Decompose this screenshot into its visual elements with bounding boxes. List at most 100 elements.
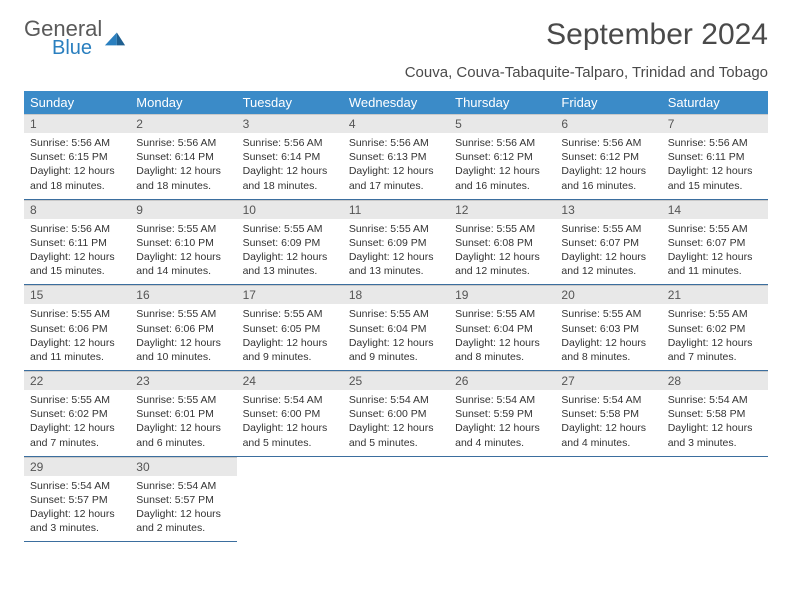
calendar-cell: 27Sunrise: 5:54 AMSunset: 5:58 PMDayligh…	[555, 371, 661, 457]
day-number: 12	[449, 200, 555, 219]
calendar-cell: 25Sunrise: 5:54 AMSunset: 6:00 PMDayligh…	[343, 371, 449, 457]
calendar-cell: 21Sunrise: 5:55 AMSunset: 6:02 PMDayligh…	[662, 285, 768, 371]
calendar-cell: 30Sunrise: 5:54 AMSunset: 5:57 PMDayligh…	[130, 456, 236, 542]
day-number: 4	[343, 114, 449, 133]
day-content: Sunrise: 5:56 AMSunset: 6:14 PMDaylight:…	[130, 133, 236, 199]
day-number: 20	[555, 285, 661, 304]
calendar-cell: 7Sunrise: 5:56 AMSunset: 6:11 PMDaylight…	[662, 114, 768, 199]
page-title: September 2024	[546, 18, 768, 52]
calendar-cell: 22Sunrise: 5:55 AMSunset: 6:02 PMDayligh…	[24, 371, 130, 457]
day-content: Sunrise: 5:55 AMSunset: 6:03 PMDaylight:…	[555, 304, 661, 370]
calendar-cell: 1Sunrise: 5:56 AMSunset: 6:15 PMDaylight…	[24, 114, 130, 199]
day-content: Sunrise: 5:55 AMSunset: 6:07 PMDaylight:…	[555, 219, 661, 285]
day-number: 23	[130, 371, 236, 390]
day-content: Sunrise: 5:54 AMSunset: 5:58 PMDaylight:…	[555, 390, 661, 456]
day-number: 17	[237, 285, 343, 304]
location-subtitle: Couva, Couva-Tabaquite-Talparo, Trinidad…	[24, 64, 768, 81]
day-number: 1	[24, 114, 130, 133]
day-content: Sunrise: 5:55 AMSunset: 6:01 PMDaylight:…	[130, 390, 236, 456]
day-content: Sunrise: 5:54 AMSunset: 5:59 PMDaylight:…	[449, 390, 555, 456]
calendar-cell: 14Sunrise: 5:55 AMSunset: 6:07 PMDayligh…	[662, 199, 768, 285]
day-number: 5	[449, 114, 555, 133]
calendar-cell: 19Sunrise: 5:55 AMSunset: 6:04 PMDayligh…	[449, 285, 555, 371]
calendar-cell: 17Sunrise: 5:55 AMSunset: 6:05 PMDayligh…	[237, 285, 343, 371]
calendar-cell: 15Sunrise: 5:55 AMSunset: 6:06 PMDayligh…	[24, 285, 130, 371]
logo-triangle-icon	[104, 29, 126, 47]
day-number: 11	[343, 200, 449, 219]
calendar-cell: 2Sunrise: 5:56 AMSunset: 6:14 PMDaylight…	[130, 114, 236, 199]
day-content: Sunrise: 5:55 AMSunset: 6:04 PMDaylight:…	[449, 304, 555, 370]
day-number: 8	[24, 200, 130, 219]
calendar-cell	[449, 456, 555, 542]
calendar-cell: 26Sunrise: 5:54 AMSunset: 5:59 PMDayligh…	[449, 371, 555, 457]
day-number: 13	[555, 200, 661, 219]
day-number: 10	[237, 200, 343, 219]
day-content: Sunrise: 5:54 AMSunset: 5:57 PMDaylight:…	[130, 476, 236, 542]
weekday-header: Wednesday	[343, 91, 449, 114]
day-content: Sunrise: 5:56 AMSunset: 6:13 PMDaylight:…	[343, 133, 449, 199]
weekday-header: Friday	[555, 91, 661, 114]
calendar-cell	[343, 456, 449, 542]
day-number: 15	[24, 285, 130, 304]
day-content: Sunrise: 5:55 AMSunset: 6:09 PMDaylight:…	[343, 219, 449, 285]
day-number: 14	[662, 200, 768, 219]
day-content: Sunrise: 5:56 AMSunset: 6:12 PMDaylight:…	[555, 133, 661, 199]
day-number: 22	[24, 371, 130, 390]
logo: General Blue	[24, 18, 126, 58]
day-content: Sunrise: 5:54 AMSunset: 5:57 PMDaylight:…	[24, 476, 130, 542]
calendar-cell: 5Sunrise: 5:56 AMSunset: 6:12 PMDaylight…	[449, 114, 555, 199]
day-content: Sunrise: 5:54 AMSunset: 5:58 PMDaylight:…	[662, 390, 768, 456]
calendar-cell: 11Sunrise: 5:55 AMSunset: 6:09 PMDayligh…	[343, 199, 449, 285]
day-number: 29	[24, 457, 130, 476]
day-number: 24	[237, 371, 343, 390]
day-content: Sunrise: 5:56 AMSunset: 6:15 PMDaylight:…	[24, 133, 130, 199]
calendar-cell: 23Sunrise: 5:55 AMSunset: 6:01 PMDayligh…	[130, 371, 236, 457]
calendar-cell: 8Sunrise: 5:56 AMSunset: 6:11 PMDaylight…	[24, 199, 130, 285]
calendar-cell: 9Sunrise: 5:55 AMSunset: 6:10 PMDaylight…	[130, 199, 236, 285]
calendar-cell: 6Sunrise: 5:56 AMSunset: 6:12 PMDaylight…	[555, 114, 661, 199]
day-content: Sunrise: 5:55 AMSunset: 6:08 PMDaylight:…	[449, 219, 555, 285]
calendar-cell	[555, 456, 661, 542]
day-number: 3	[237, 114, 343, 133]
day-content: Sunrise: 5:54 AMSunset: 6:00 PMDaylight:…	[237, 390, 343, 456]
weekday-header: Tuesday	[237, 91, 343, 114]
day-number: 19	[449, 285, 555, 304]
day-content: Sunrise: 5:55 AMSunset: 6:10 PMDaylight:…	[130, 219, 236, 285]
day-number: 27	[555, 371, 661, 390]
calendar-cell: 16Sunrise: 5:55 AMSunset: 6:06 PMDayligh…	[130, 285, 236, 371]
day-content: Sunrise: 5:55 AMSunset: 6:09 PMDaylight:…	[237, 219, 343, 285]
day-number: 21	[662, 285, 768, 304]
day-number: 7	[662, 114, 768, 133]
calendar-cell: 13Sunrise: 5:55 AMSunset: 6:07 PMDayligh…	[555, 199, 661, 285]
logo-line2: Blue	[52, 38, 102, 58]
calendar-table: SundayMondayTuesdayWednesdayThursdayFrid…	[24, 91, 768, 542]
weekday-header: Thursday	[449, 91, 555, 114]
calendar-cell	[237, 456, 343, 542]
day-number: 26	[449, 371, 555, 390]
day-content: Sunrise: 5:55 AMSunset: 6:06 PMDaylight:…	[24, 304, 130, 370]
calendar-cell: 3Sunrise: 5:56 AMSunset: 6:14 PMDaylight…	[237, 114, 343, 199]
weekday-header: Sunday	[24, 91, 130, 114]
day-content: Sunrise: 5:54 AMSunset: 6:00 PMDaylight:…	[343, 390, 449, 456]
calendar-cell: 10Sunrise: 5:55 AMSunset: 6:09 PMDayligh…	[237, 199, 343, 285]
calendar-cell: 18Sunrise: 5:55 AMSunset: 6:04 PMDayligh…	[343, 285, 449, 371]
day-content: Sunrise: 5:55 AMSunset: 6:04 PMDaylight:…	[343, 304, 449, 370]
day-content: Sunrise: 5:55 AMSunset: 6:02 PMDaylight:…	[662, 304, 768, 370]
calendar-cell: 4Sunrise: 5:56 AMSunset: 6:13 PMDaylight…	[343, 114, 449, 199]
day-content: Sunrise: 5:55 AMSunset: 6:06 PMDaylight:…	[130, 304, 236, 370]
day-content: Sunrise: 5:56 AMSunset: 6:11 PMDaylight:…	[662, 133, 768, 199]
calendar-cell: 12Sunrise: 5:55 AMSunset: 6:08 PMDayligh…	[449, 199, 555, 285]
weekday-header: Saturday	[662, 91, 768, 114]
day-content: Sunrise: 5:56 AMSunset: 6:12 PMDaylight:…	[449, 133, 555, 199]
day-number: 9	[130, 200, 236, 219]
day-content: Sunrise: 5:55 AMSunset: 6:02 PMDaylight:…	[24, 390, 130, 456]
day-number: 16	[130, 285, 236, 304]
day-content: Sunrise: 5:55 AMSunset: 6:05 PMDaylight:…	[237, 304, 343, 370]
day-number: 25	[343, 371, 449, 390]
weekday-header: Monday	[130, 91, 236, 114]
day-content: Sunrise: 5:56 AMSunset: 6:11 PMDaylight:…	[24, 219, 130, 285]
calendar-cell: 29Sunrise: 5:54 AMSunset: 5:57 PMDayligh…	[24, 456, 130, 542]
day-number: 2	[130, 114, 236, 133]
calendar-cell: 20Sunrise: 5:55 AMSunset: 6:03 PMDayligh…	[555, 285, 661, 371]
day-number: 30	[130, 457, 236, 476]
